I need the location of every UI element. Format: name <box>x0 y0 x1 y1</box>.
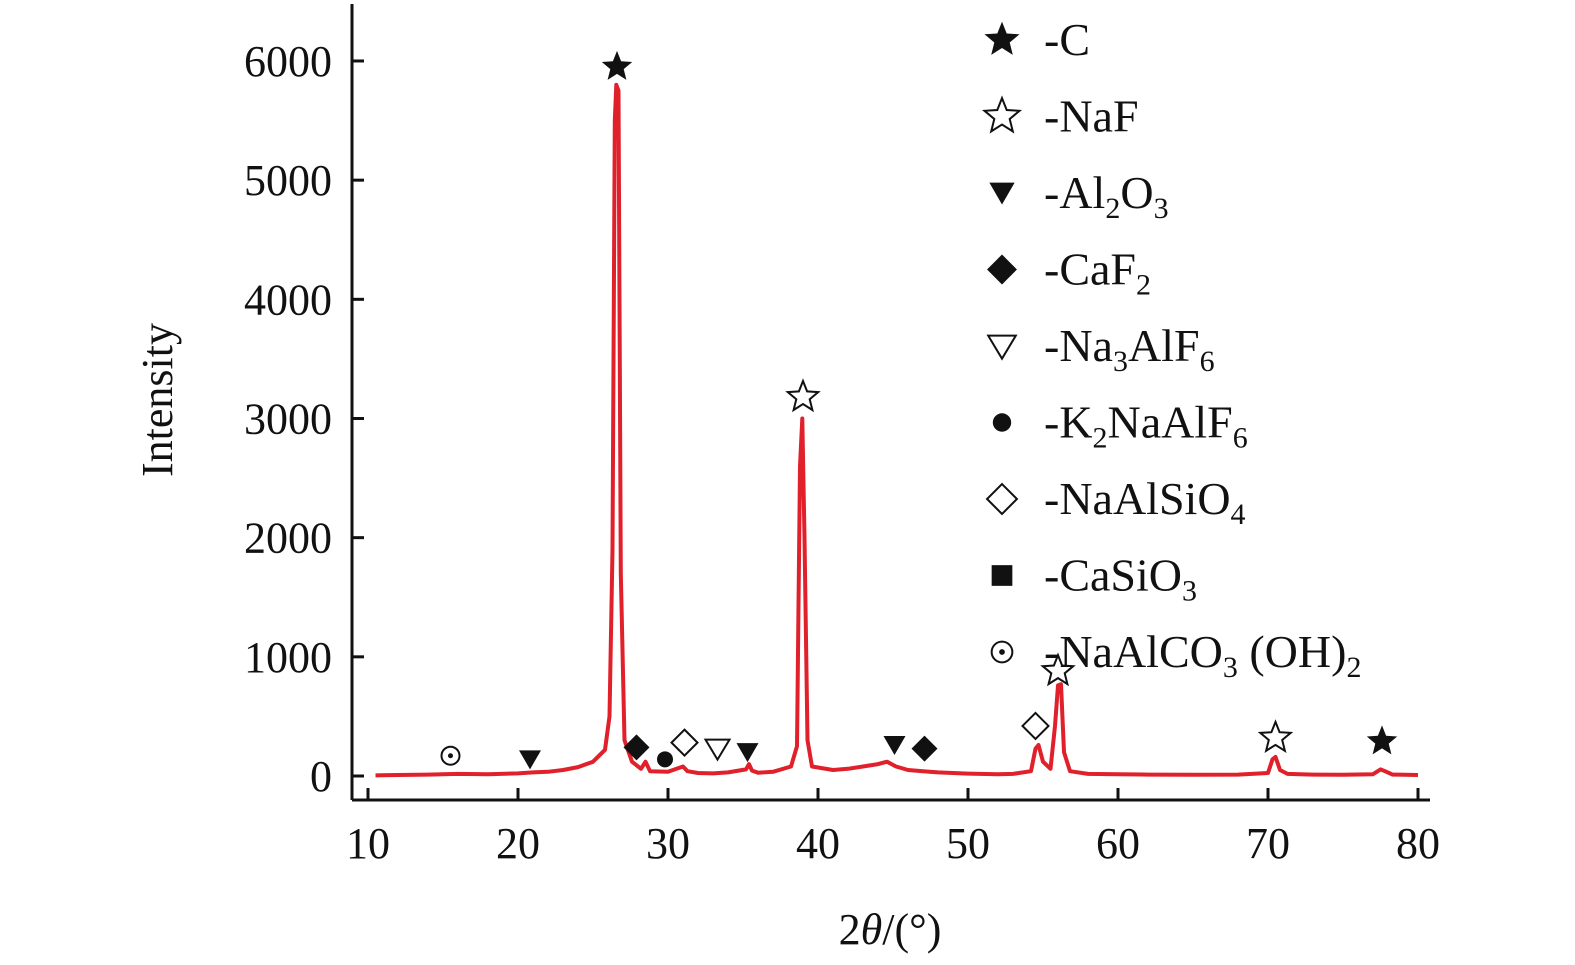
legend-label: -Al2O3 <box>1044 167 1169 225</box>
legend-label: -CaSiO3 <box>1044 550 1197 608</box>
peak-marker-triangle-down-filled-icon <box>883 736 906 756</box>
y-ticks: 0 1000 2000 3000 4000 5000 6000 <box>244 37 364 801</box>
y-tick-label: 5000 <box>244 156 332 205</box>
x-ticks: 10 20 30 40 50 60 70 80 <box>346 788 1440 868</box>
legend-label: -Na3AlF6 <box>1044 320 1215 378</box>
triangle-down-open-icon <box>986 334 1018 361</box>
x-tick-label: 60 <box>1096 819 1140 868</box>
peak-marker-triangle-down-filled-icon <box>736 743 759 763</box>
peak-marker-circle-dot-icon <box>440 745 461 766</box>
x-tick-label: 10 <box>346 819 390 868</box>
legend-item: -CaF2 <box>987 244 1151 302</box>
y-axis-title: Intensity <box>133 323 182 477</box>
peak-marker-diamond-open-icon <box>670 728 699 758</box>
legend-item: -NaAlSiO4 <box>985 473 1246 531</box>
square-filled-icon <box>991 565 1013 586</box>
triangle-down-filled-icon <box>989 182 1015 205</box>
peak-marker-star-open-icon <box>1040 652 1076 687</box>
x-tick-label: 40 <box>796 819 840 868</box>
y-tick-label: 4000 <box>244 275 332 324</box>
legend-label: -NaF <box>1044 91 1139 142</box>
legend-label: -NaAlCO3 (OH)2 <box>1044 626 1361 684</box>
peak-marker-diamond-filled-icon <box>911 735 938 762</box>
peak-marker-diamond-open-icon <box>1021 711 1050 741</box>
y-tick-label: 2000 <box>244 514 332 563</box>
x-tick-label: 80 <box>1396 819 1440 868</box>
diamond-filled-icon <box>987 254 1017 285</box>
peak-marker-triangle-down-filled-icon <box>519 750 541 770</box>
y-tick-label: 3000 <box>244 394 332 443</box>
peak-marker-circle-filled-icon <box>657 751 673 768</box>
x-tick-label: 70 <box>1246 819 1290 868</box>
peak-marker-star-filled-icon <box>1366 725 1398 755</box>
legend-item: -Al2O3 <box>989 167 1169 225</box>
legend-item: -NaF <box>981 91 1139 142</box>
x-tick-label: 50 <box>946 819 990 868</box>
y-tick-label: 6000 <box>244 37 332 86</box>
legend-label: -NaAlSiO4 <box>1044 473 1246 531</box>
legend-item: -C <box>984 14 1090 65</box>
peak-marker-star-open-icon <box>785 378 821 413</box>
axes <box>350 4 1430 802</box>
x-tick-label: 20 <box>496 819 540 868</box>
star-open-icon <box>981 95 1023 134</box>
series-line <box>375 82 1419 778</box>
legend: -C -NaF -Al2O3 -CaF2 -Na3AlF6 -K2NaAlF6 -NaAlS… <box>981 14 1361 684</box>
diamond-open-icon <box>985 482 1019 516</box>
legend-item: -NaAlCO3 (OH)2 <box>990 626 1361 684</box>
circle-dot-icon <box>990 640 1014 664</box>
peak-marker-diamond-filled-icon <box>623 734 650 761</box>
star-filled-icon <box>984 21 1020 55</box>
peak-marker-triangle-down-open-icon <box>703 738 732 762</box>
legend-item: -K2NaAlF6 <box>992 397 1248 455</box>
y-tick-label: 0 <box>310 752 332 801</box>
legend-label: -CaF2 <box>1044 244 1151 302</box>
phase-markers <box>440 50 1398 770</box>
peak-marker-star-open-icon <box>1257 719 1294 753</box>
legend-item: -CaSiO3 <box>991 550 1197 608</box>
legend-label: -C <box>1044 14 1090 65</box>
circle-filled-icon <box>992 413 1012 432</box>
y-tick-label: 1000 <box>244 633 332 682</box>
legend-item: -Na3AlF6 <box>986 320 1215 378</box>
x-axis-title: 2θ/(°) <box>839 905 942 954</box>
peak-marker-star-filled-icon <box>601 50 633 80</box>
legend-label: -K2NaAlF6 <box>1044 397 1248 455</box>
x-tick-label: 30 <box>646 819 690 868</box>
